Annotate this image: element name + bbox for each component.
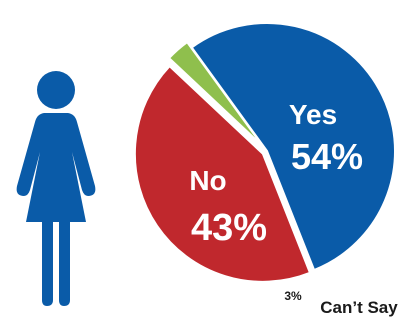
slice-category-label-cant-say: Can’t Say: [320, 298, 398, 317]
woman-icon: [16, 71, 96, 306]
slice-category-label-no: No: [189, 165, 226, 196]
slice-category-label-yes: Yes: [289, 99, 337, 130]
slice-value-label-no: 43%: [191, 207, 267, 249]
pie-slice-yes: [190, 22, 396, 272]
slice-value-label-cant-say: 3%: [284, 289, 302, 303]
pie-slice-cant-say: [167, 40, 264, 147]
pie-slice-no: [133, 64, 312, 283]
slice-value-label-yes: 54%: [291, 136, 363, 177]
